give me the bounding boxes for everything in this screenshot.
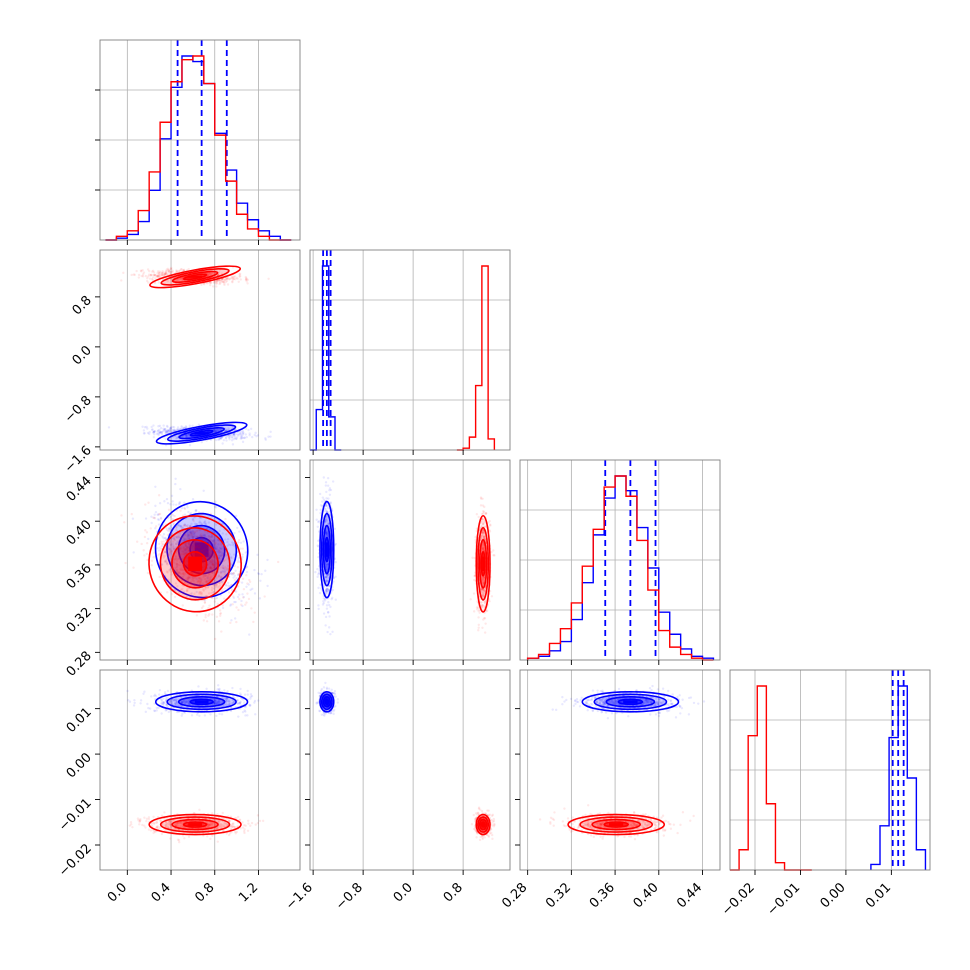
scatter-panel-2-1 [305,459,511,665]
panel-frame [309,669,511,871]
x-tick-label: 0.32 [543,880,574,911]
contour-series-1 [475,514,491,613]
x-tick-label: 0.00 [818,880,849,911]
contour-series-0 [319,500,335,599]
x-tick-label: 0.44 [674,880,705,911]
density-peak-series-1 [482,556,485,572]
x-tick-label: 0.0 [391,880,416,905]
contour-series-0 [154,691,249,713]
x-tick-label: −0.8 [333,880,366,913]
histogram-panel-3: −0.02 −0.01 0.00 0.01 [719,669,931,919]
y-tick-label: 0.01 [64,705,95,736]
density-peak-series-0 [194,432,209,435]
y-tick-label: 0.00 [64,750,95,781]
x-tick-label: −0.01 [765,880,804,919]
contour-series-1 [149,265,242,289]
x-tick-label: 1.2 [236,880,261,905]
contour-series-1 [567,813,666,836]
y-tick-label: 0.8 [70,293,95,318]
panel-frame [99,669,301,871]
y-tick-label: −0.01 [56,796,95,835]
y-tick-label: 0.44 [64,474,95,505]
histogram-panel-0 [95,39,301,245]
panel-frame [729,669,931,871]
density-peak-series-1 [188,823,202,827]
histogram-series-1 [105,55,292,241]
histogram-panel-1 [309,249,511,455]
histogram-series-1 [526,475,714,661]
density-peak-series-1 [188,275,202,278]
x-tick-label: −0.02 [719,880,758,919]
y-tick-label: −0.02 [56,841,95,880]
y-tick-label: 0.0 [70,343,95,368]
histogram-series-0 [526,475,715,660]
density-peak-series-0 [194,700,209,704]
x-tick-label: 0.8 [192,880,217,905]
contour-series-0 [319,691,335,713]
x-tick-label: −1.6 [283,880,316,913]
histogram-series-0 [310,265,342,451]
contour-series-0 [581,691,680,713]
contour-series-1 [475,813,491,836]
y-tick-label: 0.36 [64,561,95,592]
contour-series-1 [148,813,242,836]
density-peak-series-1 [188,556,202,572]
density-peak-series-0 [325,700,328,704]
x-tick-label: 0.01 [863,880,894,911]
scatter-panel-1-0: −1.6 −0.8 0.0 0.8 [62,249,301,476]
x-tick-label: 0.4 [149,880,174,905]
contour-series-0 [154,500,249,599]
panel-frame [99,459,301,661]
density-peak-series-1 [482,823,485,827]
density-peak-series-0 [623,700,638,704]
y-tick-label: 0.32 [64,605,95,636]
y-tick-label: 0.28 [64,649,95,680]
y-tick-label: −1.6 [62,443,95,476]
panel-frame [519,669,721,871]
y-tick-label: −0.8 [62,393,95,426]
histogram-series-1 [456,265,496,451]
scatter-panel-3-0: 0.0 0.4 0.8 1.2 −0.02 −0.01 0.00 0.01 [56,669,301,905]
x-tick-label: 0.8 [441,880,466,905]
x-tick-label: 0.0 [105,880,130,905]
histogram-panel-2 [519,459,721,665]
panel-frame [309,249,511,451]
scatter-panel-2-0: 0.28 0.32 0.36 0.40 0.44 [64,459,301,680]
x-tick-label: 0.40 [631,880,662,911]
contour-series-1 [148,515,242,613]
contour-series-0 [155,421,248,445]
density-peak-series-1 [608,823,624,827]
panel-frame [519,459,721,661]
histogram-series-1 [730,685,812,871]
panel-frame [309,459,511,661]
density-peak-series-0 [325,542,328,557]
y-tick-label: 0.40 [64,517,95,548]
scatter-panel-3-1: −1.6 −0.8 0.0 0.8 [283,669,511,913]
scatter-panel-3-2: 0.28 0.32 0.36 0.40 0.44 [499,669,721,911]
histogram-series-0 [105,55,292,241]
panel-frame [99,249,301,451]
x-tick-label: 0.28 [499,880,530,911]
x-tick-label: 0.36 [587,880,618,911]
